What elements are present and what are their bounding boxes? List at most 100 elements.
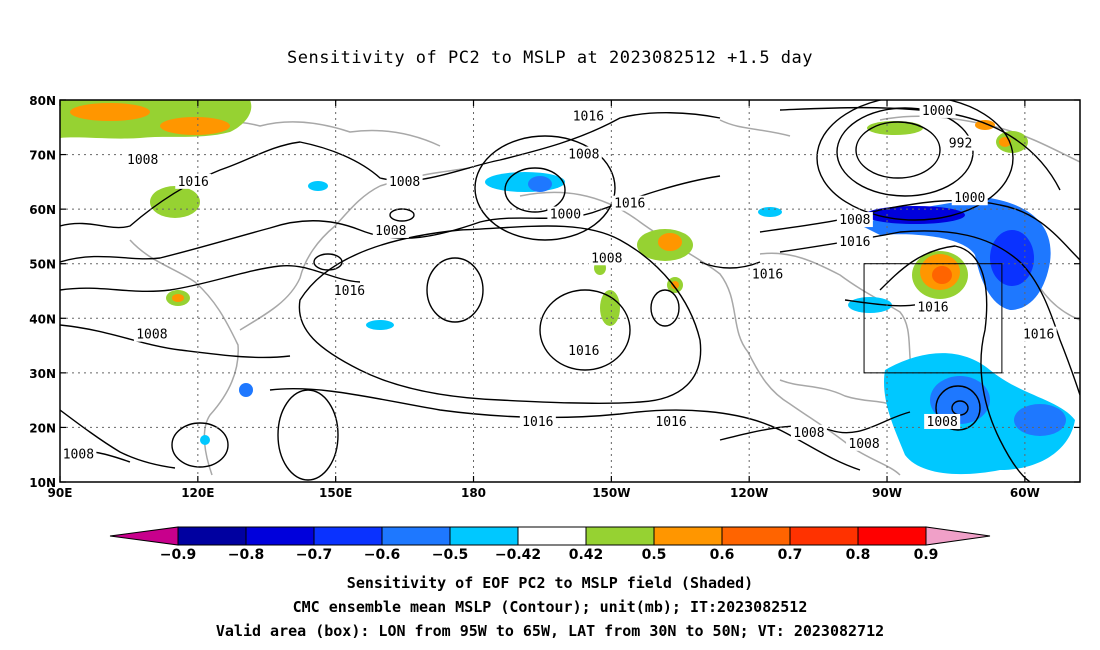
colorbar-label: 0.5 bbox=[642, 547, 667, 563]
contour-label-bg bbox=[565, 146, 602, 162]
colorbar-label: 0.9 bbox=[914, 547, 939, 563]
contour-label: 1016 bbox=[178, 175, 209, 190]
colorbar: −0.9 −0.8 −0.7 −0.6 −0.5 −0.42 0.42 0.5 0.6 0.7 0.… bbox=[109, 526, 991, 563]
contour-label: 1016 bbox=[655, 415, 686, 430]
contour-label: 1016 bbox=[614, 197, 645, 212]
contour-label: 1016 bbox=[839, 235, 870, 250]
contour-label-bg bbox=[919, 102, 956, 118]
lon-tick-label: 150W bbox=[592, 486, 630, 500]
colorbar-min-arrow bbox=[109, 526, 179, 546]
lon-tick-label: 150E bbox=[319, 486, 352, 500]
contour-label: 1008 bbox=[63, 448, 94, 463]
lat-tick-label: 10N bbox=[29, 476, 56, 490]
contour-label-bg bbox=[124, 152, 161, 168]
contour-label: 1008 bbox=[839, 213, 870, 228]
map-title: Sensitivity of PC2 to MSLP at 2023082512… bbox=[286, 48, 813, 68]
contour-label-bg bbox=[846, 435, 883, 451]
lon-tick-label: 120E bbox=[181, 486, 214, 500]
colorbar-label: −0.42 bbox=[495, 547, 541, 563]
colorbar-label: 0.8 bbox=[846, 547, 871, 563]
caption-line-3: Valid area (box): LON from 95W to 65W, L… bbox=[215, 622, 885, 640]
contour-label-bg bbox=[653, 413, 690, 429]
colorbar-bin bbox=[177, 526, 247, 546]
contour-label-bg bbox=[836, 212, 873, 228]
axis-labels: 90E 120E 150E 180 150W 120W 90W 60W 10N 20N 30N 40N… bbox=[29, 94, 1040, 500]
mslp-contours bbox=[60, 100, 1080, 482]
lon-tick-label: 90W bbox=[872, 486, 902, 500]
contour-label-bg bbox=[611, 195, 648, 211]
contour-label-bg bbox=[1020, 326, 1057, 342]
contour-label: 1008 bbox=[389, 175, 420, 190]
contour-label-bg bbox=[60, 446, 97, 462]
contour-labels: 1016 1008 1008 1016 1008 1000 1016 1008 1008 1016… bbox=[60, 102, 1057, 463]
lat-tick-label: 60N bbox=[29, 203, 56, 217]
colorbar-bin bbox=[721, 526, 791, 546]
colorbar-bin bbox=[313, 526, 383, 546]
colorbar-bin bbox=[789, 526, 859, 546]
contour-label-bg bbox=[588, 250, 625, 266]
lon-tick-label: 90E bbox=[48, 486, 73, 500]
contour-label-bg bbox=[372, 222, 409, 238]
contour-label: 1016 bbox=[573, 109, 604, 124]
contour-label-bg bbox=[749, 266, 786, 282]
contour-label: 1008 bbox=[568, 148, 599, 163]
colorbar-label: −0.9 bbox=[160, 547, 197, 563]
contour-label-bg bbox=[133, 326, 170, 342]
lat-tick-label: 70N bbox=[29, 149, 56, 163]
colorbar-label: −0.8 bbox=[228, 547, 265, 563]
colorbar-label: 0.6 bbox=[710, 547, 735, 563]
contour-label-bg bbox=[175, 173, 212, 189]
lat-tick-label: 20N bbox=[29, 421, 56, 435]
contour-label-bg bbox=[836, 233, 873, 249]
colorbar-label: 0.7 bbox=[778, 547, 803, 563]
contour-label-bg bbox=[924, 413, 961, 429]
colorbar-max-arrow bbox=[925, 526, 991, 546]
colorbar-bin bbox=[381, 526, 451, 546]
colorbar-bin bbox=[517, 526, 587, 546]
lon-tick-label: 60W bbox=[1010, 486, 1040, 500]
caption-line-1: Sensitivity of EOF PC2 to MSLP field (Sh… bbox=[346, 574, 754, 592]
contour-label-bg bbox=[914, 299, 951, 315]
colorbar-bin bbox=[585, 526, 655, 546]
colorbar-label: −0.6 bbox=[364, 547, 401, 563]
contour-label-bg bbox=[565, 343, 602, 359]
contour-label: 1008 bbox=[848, 437, 879, 452]
contour-label: 1016 bbox=[917, 300, 948, 315]
lat-tick-label: 50N bbox=[29, 258, 56, 272]
contour-label-bg bbox=[547, 206, 584, 222]
contour-label-bg bbox=[951, 190, 988, 206]
axis-ticks bbox=[59, 99, 1080, 483]
contour-label: 992 bbox=[949, 137, 972, 152]
contour-label: 1016 bbox=[752, 268, 783, 283]
contour-label: 1016 bbox=[1023, 328, 1054, 343]
contour-label: 1016 bbox=[522, 415, 553, 430]
caption-line-2: CMC ensemble mean MSLP (Contour); unit(m… bbox=[292, 598, 808, 616]
colorbar-bin bbox=[857, 526, 927, 546]
contour-label: 1008 bbox=[136, 328, 167, 343]
contour-label: 1000 bbox=[550, 208, 581, 223]
colorbar-bin bbox=[653, 526, 723, 546]
lat-tick-label: 30N bbox=[29, 367, 56, 381]
contour-label: 1000 bbox=[954, 191, 985, 206]
sensitivity-shading bbox=[60, 100, 1075, 475]
valid-area-box bbox=[863, 263, 1003, 374]
contour-label-bg bbox=[519, 413, 556, 429]
contour-label: 1008 bbox=[927, 415, 958, 430]
contour-label-bg bbox=[331, 283, 368, 298]
colorbar-bin bbox=[245, 526, 315, 546]
contour-label-bg bbox=[946, 135, 975, 151]
lat-tick-label: 80N bbox=[29, 94, 56, 108]
contour-label: 1016 bbox=[568, 344, 599, 359]
contour-label: 1008 bbox=[127, 153, 158, 168]
lon-tick-label: 180 bbox=[461, 486, 486, 500]
colorbar-label: 0.42 bbox=[569, 547, 604, 563]
contour-label-bg bbox=[790, 424, 827, 440]
contour-label: 1008 bbox=[591, 251, 622, 266]
colorbar-label: −0.5 bbox=[432, 547, 469, 563]
lon-tick-label: 120W bbox=[730, 486, 768, 500]
contour-label-bg bbox=[386, 173, 423, 189]
contour-label: 1016 bbox=[334, 284, 365, 299]
contour-label: 1000 bbox=[922, 104, 953, 119]
contour-label: 1008 bbox=[375, 224, 406, 239]
